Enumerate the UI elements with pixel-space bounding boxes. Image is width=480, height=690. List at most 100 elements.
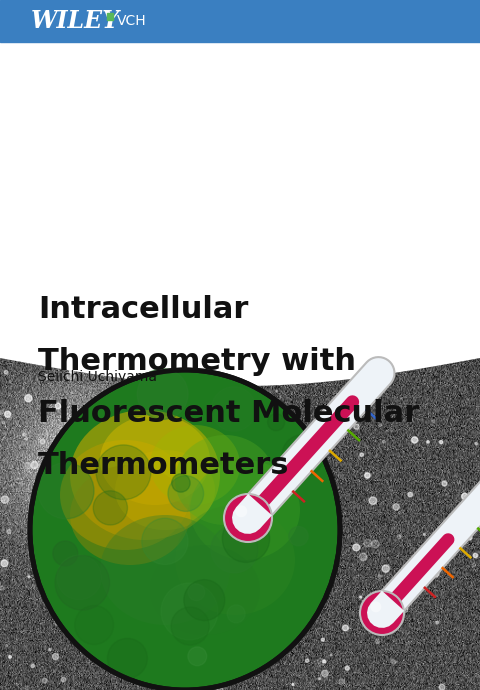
Circle shape	[44, 591, 51, 598]
Circle shape	[319, 678, 321, 680]
Circle shape	[38, 463, 94, 519]
Circle shape	[365, 473, 370, 478]
Circle shape	[171, 607, 209, 645]
Circle shape	[31, 664, 35, 668]
Circle shape	[77, 513, 83, 518]
Polygon shape	[232, 494, 272, 534]
Circle shape	[397, 535, 401, 539]
Circle shape	[53, 541, 78, 566]
Circle shape	[248, 381, 255, 388]
Circle shape	[77, 592, 82, 596]
Circle shape	[372, 627, 378, 633]
Circle shape	[193, 669, 196, 672]
Circle shape	[96, 445, 151, 500]
Circle shape	[109, 390, 113, 394]
Circle shape	[436, 621, 439, 624]
Circle shape	[393, 504, 399, 510]
Circle shape	[116, 394, 120, 398]
Text: Thermometers: Thermometers	[38, 451, 289, 480]
Circle shape	[240, 369, 244, 374]
Circle shape	[330, 654, 332, 656]
Circle shape	[133, 431, 139, 436]
Circle shape	[423, 533, 425, 535]
Circle shape	[169, 495, 172, 497]
Circle shape	[188, 383, 193, 388]
Circle shape	[408, 492, 412, 497]
Circle shape	[322, 562, 328, 569]
Circle shape	[149, 636, 154, 641]
Circle shape	[45, 375, 49, 380]
Circle shape	[83, 520, 84, 522]
Circle shape	[231, 378, 237, 384]
Circle shape	[166, 597, 168, 599]
Circle shape	[353, 544, 360, 551]
Circle shape	[317, 420, 323, 426]
Circle shape	[67, 372, 75, 380]
Text: Intracellular: Intracellular	[38, 295, 248, 324]
Circle shape	[426, 544, 429, 548]
Circle shape	[201, 382, 205, 386]
Circle shape	[306, 659, 309, 662]
Circle shape	[289, 526, 308, 546]
Circle shape	[369, 497, 377, 504]
Circle shape	[468, 535, 472, 540]
Circle shape	[227, 605, 245, 623]
Circle shape	[360, 591, 404, 635]
Circle shape	[25, 686, 29, 690]
Circle shape	[169, 420, 172, 423]
Circle shape	[360, 596, 362, 598]
Circle shape	[309, 519, 312, 522]
Ellipse shape	[60, 440, 190, 550]
Circle shape	[70, 369, 74, 373]
Circle shape	[293, 533, 298, 538]
Circle shape	[213, 475, 219, 482]
Circle shape	[42, 678, 47, 683]
Circle shape	[74, 521, 81, 527]
Ellipse shape	[30, 370, 340, 690]
Circle shape	[274, 540, 279, 545]
Circle shape	[378, 575, 381, 578]
Circle shape	[328, 413, 336, 420]
Circle shape	[5, 411, 11, 417]
Circle shape	[473, 553, 478, 558]
Circle shape	[208, 418, 211, 422]
Circle shape	[51, 612, 53, 613]
Circle shape	[224, 494, 272, 542]
Text: Thermometry with: Thermometry with	[38, 347, 356, 376]
Circle shape	[172, 474, 190, 492]
Circle shape	[284, 522, 290, 529]
Ellipse shape	[150, 545, 260, 635]
Circle shape	[129, 527, 132, 530]
Circle shape	[355, 355, 362, 362]
Circle shape	[440, 561, 442, 562]
Circle shape	[61, 678, 66, 682]
Circle shape	[184, 520, 188, 523]
Circle shape	[76, 446, 78, 448]
Circle shape	[364, 540, 372, 547]
Circle shape	[320, 560, 328, 567]
Circle shape	[235, 505, 247, 518]
Circle shape	[184, 580, 225, 620]
Ellipse shape	[70, 410, 220, 540]
Circle shape	[266, 555, 269, 558]
Circle shape	[52, 653, 59, 660]
Circle shape	[124, 544, 130, 551]
Circle shape	[23, 433, 25, 436]
Circle shape	[198, 502, 202, 505]
Circle shape	[322, 638, 324, 641]
Circle shape	[323, 660, 326, 663]
Circle shape	[211, 526, 258, 573]
Circle shape	[183, 531, 189, 536]
Circle shape	[124, 455, 130, 460]
Circle shape	[147, 464, 151, 467]
Text: Fluorescent Molecular: Fluorescent Molecular	[38, 399, 419, 428]
Ellipse shape	[175, 435, 275, 525]
Circle shape	[54, 620, 60, 625]
Circle shape	[153, 402, 160, 408]
Circle shape	[108, 638, 147, 678]
Circle shape	[228, 406, 236, 414]
Circle shape	[134, 554, 136, 556]
Circle shape	[161, 361, 167, 366]
Circle shape	[91, 506, 93, 509]
Circle shape	[211, 387, 256, 431]
